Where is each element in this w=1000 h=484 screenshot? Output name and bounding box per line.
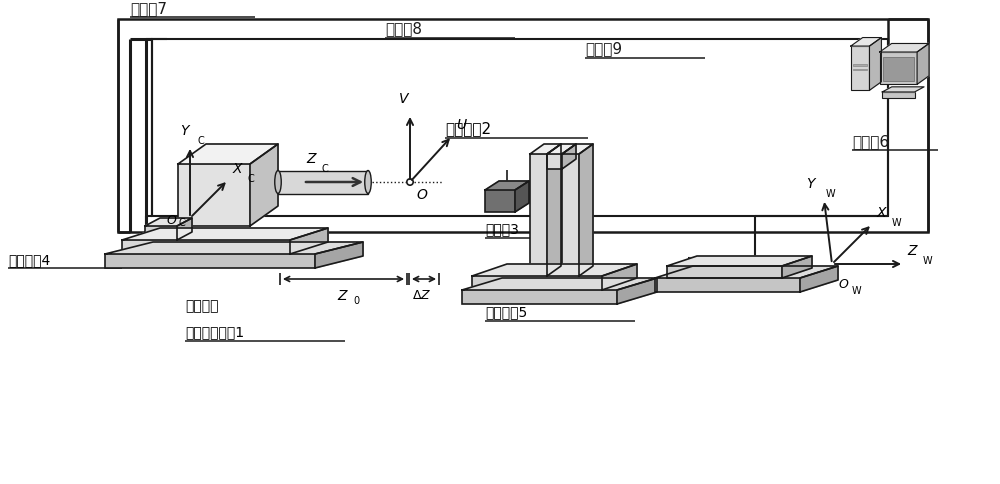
Bar — [547, 154, 562, 169]
Text: W: W — [826, 189, 836, 199]
Bar — [853, 69, 867, 70]
Bar — [122, 240, 290, 254]
Text: 显微视觉系统1: 显微视觉系统1 — [185, 325, 244, 339]
Text: W: W — [892, 218, 902, 228]
Polygon shape — [882, 87, 924, 92]
Polygon shape — [530, 144, 561, 154]
Polygon shape — [562, 144, 576, 169]
Text: $ΔZ$: $ΔZ$ — [412, 289, 432, 302]
Text: 0: 0 — [354, 296, 360, 306]
Polygon shape — [547, 144, 576, 154]
Bar — [472, 276, 602, 290]
Text: C: C — [179, 218, 186, 228]
Polygon shape — [177, 218, 192, 240]
Bar — [145, 226, 177, 240]
Text: 微球靶标2: 微球靶标2 — [445, 121, 491, 136]
Bar — [880, 52, 917, 84]
Polygon shape — [290, 228, 328, 254]
Polygon shape — [917, 44, 929, 84]
Text: 控制线7: 控制线7 — [130, 1, 167, 16]
Polygon shape — [250, 144, 278, 226]
Text: $X$: $X$ — [876, 206, 888, 220]
Polygon shape — [145, 218, 192, 226]
Polygon shape — [579, 144, 593, 276]
Text: 夹持器3: 夹持器3 — [485, 222, 519, 236]
Polygon shape — [547, 144, 561, 276]
Text: $Z$: $Z$ — [306, 152, 318, 166]
Bar — [105, 254, 315, 268]
Text: 运动平台5: 运动平台5 — [485, 305, 527, 319]
Polygon shape — [462, 278, 657, 290]
Polygon shape — [782, 256, 812, 278]
Text: $O$: $O$ — [166, 213, 177, 227]
Polygon shape — [869, 38, 881, 90]
Polygon shape — [617, 278, 657, 304]
Bar — [178, 164, 250, 226]
Polygon shape — [880, 44, 929, 52]
Text: $X$: $X$ — [232, 162, 244, 176]
Bar — [152, 39, 888, 216]
Text: $Y$: $Y$ — [806, 177, 818, 191]
Polygon shape — [655, 266, 838, 278]
Bar — [853, 64, 867, 66]
Bar — [278, 170, 368, 194]
Text: 控制线9: 控制线9 — [585, 42, 622, 57]
Polygon shape — [602, 264, 637, 290]
Text: $Y$: $Y$ — [180, 124, 192, 138]
Polygon shape — [485, 181, 529, 190]
Polygon shape — [315, 242, 363, 268]
Bar — [667, 266, 782, 278]
Text: $O$: $O$ — [838, 278, 849, 291]
Text: C: C — [198, 136, 205, 146]
Polygon shape — [178, 144, 278, 164]
Bar — [883, 57, 914, 81]
Text: 运动平台4: 运动平台4 — [8, 253, 50, 267]
Ellipse shape — [365, 170, 371, 194]
Text: $V$: $V$ — [398, 92, 410, 106]
Polygon shape — [105, 242, 363, 254]
Bar — [655, 278, 800, 292]
Text: C: C — [248, 174, 255, 184]
Text: 物方远心: 物方远心 — [185, 299, 218, 313]
Text: W: W — [923, 256, 933, 266]
Polygon shape — [562, 144, 593, 154]
Bar — [882, 92, 915, 98]
Bar — [485, 190, 515, 212]
Text: C: C — [322, 164, 329, 174]
Text: 控制线8: 控制线8 — [385, 21, 422, 36]
Bar — [851, 46, 869, 90]
Text: $U$: $U$ — [456, 118, 468, 132]
Polygon shape — [515, 181, 529, 212]
Polygon shape — [800, 266, 838, 292]
Bar — [562, 154, 579, 276]
Polygon shape — [667, 256, 812, 266]
Text: $Z$: $Z$ — [337, 289, 350, 303]
Polygon shape — [472, 264, 637, 276]
Polygon shape — [122, 228, 328, 240]
Text: $O$: $O$ — [416, 188, 428, 202]
Bar — [118, 19, 928, 232]
Text: W: W — [852, 286, 862, 296]
Text: $Z$: $Z$ — [907, 244, 919, 258]
Bar — [530, 154, 547, 276]
Text: 计算机6: 计算机6 — [852, 135, 889, 150]
Bar — [462, 290, 617, 304]
Ellipse shape — [275, 170, 281, 194]
Polygon shape — [851, 38, 881, 46]
